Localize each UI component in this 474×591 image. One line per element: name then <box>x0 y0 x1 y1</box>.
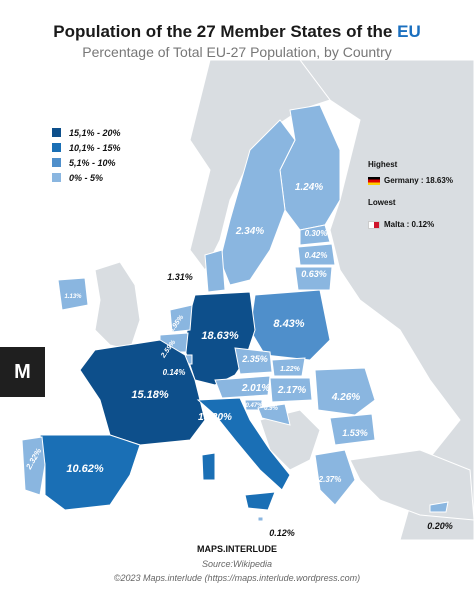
label-austria: 2.01% <box>241 383 270 394</box>
legend-label: 5,1% - 10% <box>69 157 116 168</box>
highest-entry: Germany : 18.63% <box>368 176 453 185</box>
label-romania: 4.26% <box>331 392 360 403</box>
page-title: Population of the 27 Member States of th… <box>0 22 474 42</box>
outside-labels: 1.31% 0.12% 0.20% <box>167 272 453 538</box>
country-estonia[interactable] <box>299 224 331 246</box>
country-hungary[interactable] <box>269 377 313 403</box>
label-bulgaria: 1.53% <box>342 428 368 438</box>
title-text: Population of the 27 Member States of th… <box>53 22 393 41</box>
label-luxembourg: 0.14% <box>163 368 186 377</box>
country-italy-sardinia[interactable] <box>201 452 216 481</box>
legend-swatch <box>52 128 61 137</box>
country-spain[interactable] <box>39 434 141 511</box>
legend-label: 0% - 5% <box>69 172 104 183</box>
legend-swatch <box>52 143 61 152</box>
label-croatia: 0.9% <box>264 406 278 412</box>
label-spain: 10.62% <box>66 463 104 475</box>
country-czechia[interactable] <box>234 347 273 375</box>
country-ireland[interactable] <box>57 277 89 311</box>
eu-countries <box>21 104 449 522</box>
label-ireland: 1.13% <box>64 294 82 300</box>
title-highlight: EU <box>397 22 421 41</box>
label-poland: 8.43% <box>273 318 304 330</box>
country-finland[interactable] <box>279 104 341 231</box>
label-czechia: 2.35% <box>241 354 268 364</box>
country-denmark[interactable] <box>204 249 226 293</box>
label-italy: 13.20% <box>198 412 232 423</box>
legend-item: 10,1% - 15% <box>52 140 121 155</box>
legend-label: 10,1% - 15% <box>69 142 121 153</box>
footer-source: Source:Wikipedia <box>202 559 272 569</box>
legend-swatch <box>52 158 61 167</box>
label-greece: 2.37% <box>318 475 342 484</box>
germany-flag-icon <box>368 176 380 185</box>
country-france[interactable] <box>79 339 206 446</box>
country-lithuania[interactable] <box>294 266 333 291</box>
malta-flag-icon <box>368 220 380 229</box>
country-latvia[interactable] <box>297 243 336 266</box>
country-italy[interactable] <box>196 397 291 491</box>
label-lithuania: 0.63% <box>301 269 327 279</box>
country-slovakia[interactable] <box>271 357 306 377</box>
page-subtitle: Percentage of Total EU-27 Population, by… <box>82 44 392 60</box>
legend-item: 0% - 5% <box>52 170 121 185</box>
legend-item: 5,1% - 10% <box>52 155 121 170</box>
lowest-value: Malta : 0.12% <box>384 220 435 229</box>
label-malta: 0.12% <box>269 528 295 538</box>
label-cyprus: 0.20% <box>427 521 453 531</box>
country-malta[interactable] <box>257 516 264 522</box>
country-austria[interactable] <box>214 375 271 399</box>
legend-swatch <box>52 173 61 182</box>
country-greece[interactable] <box>314 449 356 506</box>
label-slovenia: 0.47% <box>245 403 263 409</box>
highest-value: Germany : 18.63% <box>384 176 453 185</box>
country-croatia[interactable] <box>257 403 291 426</box>
country-romania[interactable] <box>314 367 376 416</box>
country-portugal[interactable] <box>21 436 46 496</box>
footer-copyright: ©2023 Maps.interlude (https://maps.inter… <box>113 573 361 583</box>
country-sweden[interactable] <box>219 119 296 286</box>
label-germany: 18.63% <box>201 330 239 342</box>
label-hungary: 2.17% <box>277 385 306 396</box>
highest-title: Highest <box>368 160 398 169</box>
country-cyprus[interactable] <box>429 501 449 513</box>
legend: 15,1% - 20% 10,1% - 15% 5,1% - 10% 0% - 5% <box>52 125 121 185</box>
country-bulgaria[interactable] <box>329 413 376 446</box>
label-finland: 1.24% <box>295 182 323 193</box>
label-estonia: 0.30% <box>305 229 328 238</box>
lowest-title: Lowest <box>368 198 396 207</box>
label-france: 15.18% <box>131 389 169 401</box>
brand-logo-icon: M <box>0 347 45 397</box>
legend-item: 15,1% - 20% <box>52 125 121 140</box>
lowest-entry: Malta : 0.12% <box>368 220 434 229</box>
europe-map: 18.63% 15.18% 13.20% 10.62% 8.43% 4.26% … <box>21 60 474 540</box>
label-slovakia: 1.22% <box>280 366 301 373</box>
legend-label: 15,1% - 20% <box>69 127 121 138</box>
label-denmark: 1.31% <box>167 272 193 282</box>
country-netherlands[interactable] <box>169 304 193 333</box>
label-sweden: 2.34% <box>235 226 264 237</box>
footer-brand: MAPS.INTERLUDE <box>196 544 277 554</box>
country-labels: 18.63% 15.18% 13.20% 10.62% 8.43% 4.26% … <box>24 182 368 484</box>
country-italy-sicily[interactable] <box>244 491 276 511</box>
label-latvia: 0.42% <box>305 251 328 260</box>
